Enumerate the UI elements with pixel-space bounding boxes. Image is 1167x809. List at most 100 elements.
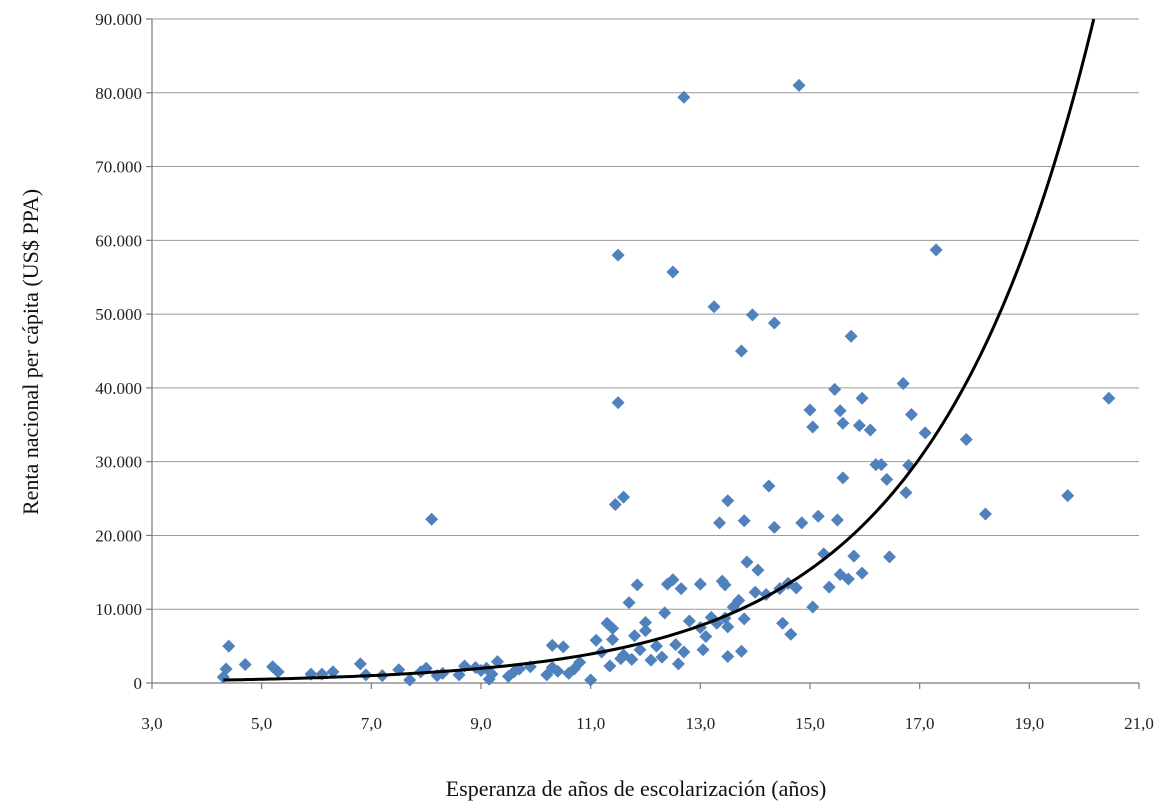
y-tick-labels: 0 10.000 20.000 30.000 40.000 50.000 60.000 70.… [95, 10, 152, 693]
data-point [721, 494, 735, 508]
x-tick-label: 21,0 [1124, 714, 1154, 733]
x-tick-label: 13,0 [685, 714, 715, 733]
data-point [606, 632, 620, 646]
data-point [847, 549, 861, 563]
x-tick-label: 11,0 [576, 714, 605, 733]
data-point [326, 665, 340, 679]
data-point [219, 662, 233, 676]
data-point [658, 606, 672, 620]
x-tick-label: 3,0 [141, 714, 162, 733]
x-tick-label: 17,0 [905, 714, 935, 733]
y-tick-label: 0 [134, 674, 143, 693]
data-point [776, 616, 790, 630]
data-point [1061, 489, 1075, 503]
y-tick-label: 50.000 [95, 305, 142, 324]
data-point [707, 300, 721, 314]
y-tick-label: 20.000 [95, 526, 142, 545]
data-point [238, 658, 252, 672]
data-point [740, 555, 754, 569]
data-point [644, 653, 658, 667]
data-point [606, 621, 620, 635]
data-point [874, 458, 888, 472]
data-point [737, 612, 751, 626]
data-point [655, 650, 669, 664]
data-point [822, 580, 836, 594]
x-tick-label: 5,0 [251, 714, 272, 733]
data-point [222, 639, 236, 653]
data-point [677, 90, 691, 104]
data-point [713, 516, 727, 530]
x-axis-title: Esperanza de años de escolarización (año… [446, 776, 827, 801]
data-point [732, 593, 746, 607]
data-point [751, 563, 765, 577]
data-point [803, 403, 817, 417]
data-point [836, 471, 850, 485]
data-point [929, 243, 943, 257]
y-tick-label: 80.000 [95, 84, 142, 103]
data-point [844, 329, 858, 343]
data-point [789, 581, 803, 595]
data-point [748, 585, 762, 599]
data-point [880, 472, 894, 486]
data-point [617, 490, 631, 504]
data-points [216, 78, 1116, 687]
data-point [682, 614, 696, 628]
x-tick-label: 7,0 [361, 714, 382, 733]
data-point [639, 616, 652, 630]
data-point [501, 669, 515, 683]
data-point [959, 433, 973, 447]
data-point [608, 497, 622, 511]
data-point [639, 624, 652, 638]
data-point [721, 620, 735, 634]
y-axis-title: Renta nacional per cápita (US$ PPA) [18, 189, 43, 515]
data-point [693, 577, 707, 591]
data-point [403, 673, 417, 687]
gridlines [152, 18, 1139, 610]
data-point [784, 627, 798, 641]
data-point [896, 376, 910, 390]
data-point [828, 382, 842, 396]
data-point [485, 667, 499, 681]
data-point [674, 582, 688, 596]
data-point [833, 404, 847, 418]
exponential-trend-line [223, 18, 1096, 682]
data-point [584, 673, 598, 687]
data-point [628, 629, 642, 643]
data-point [1102, 391, 1116, 405]
data-point [899, 486, 913, 500]
axes [151, 19, 1139, 684]
data-point [589, 633, 603, 647]
data-point [841, 572, 855, 586]
data-point [767, 520, 781, 534]
data-point [855, 391, 869, 405]
data-point [745, 308, 759, 322]
data-point [649, 639, 663, 653]
data-point [633, 643, 647, 657]
data-point [699, 630, 713, 644]
data-point [718, 578, 732, 592]
data-point [855, 566, 869, 580]
data-point [622, 596, 636, 610]
data-point [721, 649, 735, 663]
data-point [863, 423, 877, 437]
data-point [630, 578, 644, 592]
data-point [551, 664, 565, 678]
data-point [734, 644, 748, 658]
x-tick-labels: 3,0 5,0 7,0 9,0 11,0 13,0 15,0 17,0 19,0 21,0 [141, 683, 1154, 733]
data-point [918, 426, 932, 440]
data-point [556, 640, 570, 654]
data-point [696, 643, 710, 657]
data-point [671, 657, 685, 671]
data-point [271, 665, 285, 679]
data-point [806, 600, 820, 614]
data-point [603, 659, 617, 673]
data-point [737, 514, 751, 528]
y-tick-label: 90.000 [95, 10, 142, 29]
data-point [852, 419, 866, 433]
data-point [545, 638, 559, 652]
data-point [795, 516, 809, 530]
data-point [734, 344, 748, 358]
data-point [490, 655, 504, 669]
y-tick-label: 40.000 [95, 379, 142, 398]
